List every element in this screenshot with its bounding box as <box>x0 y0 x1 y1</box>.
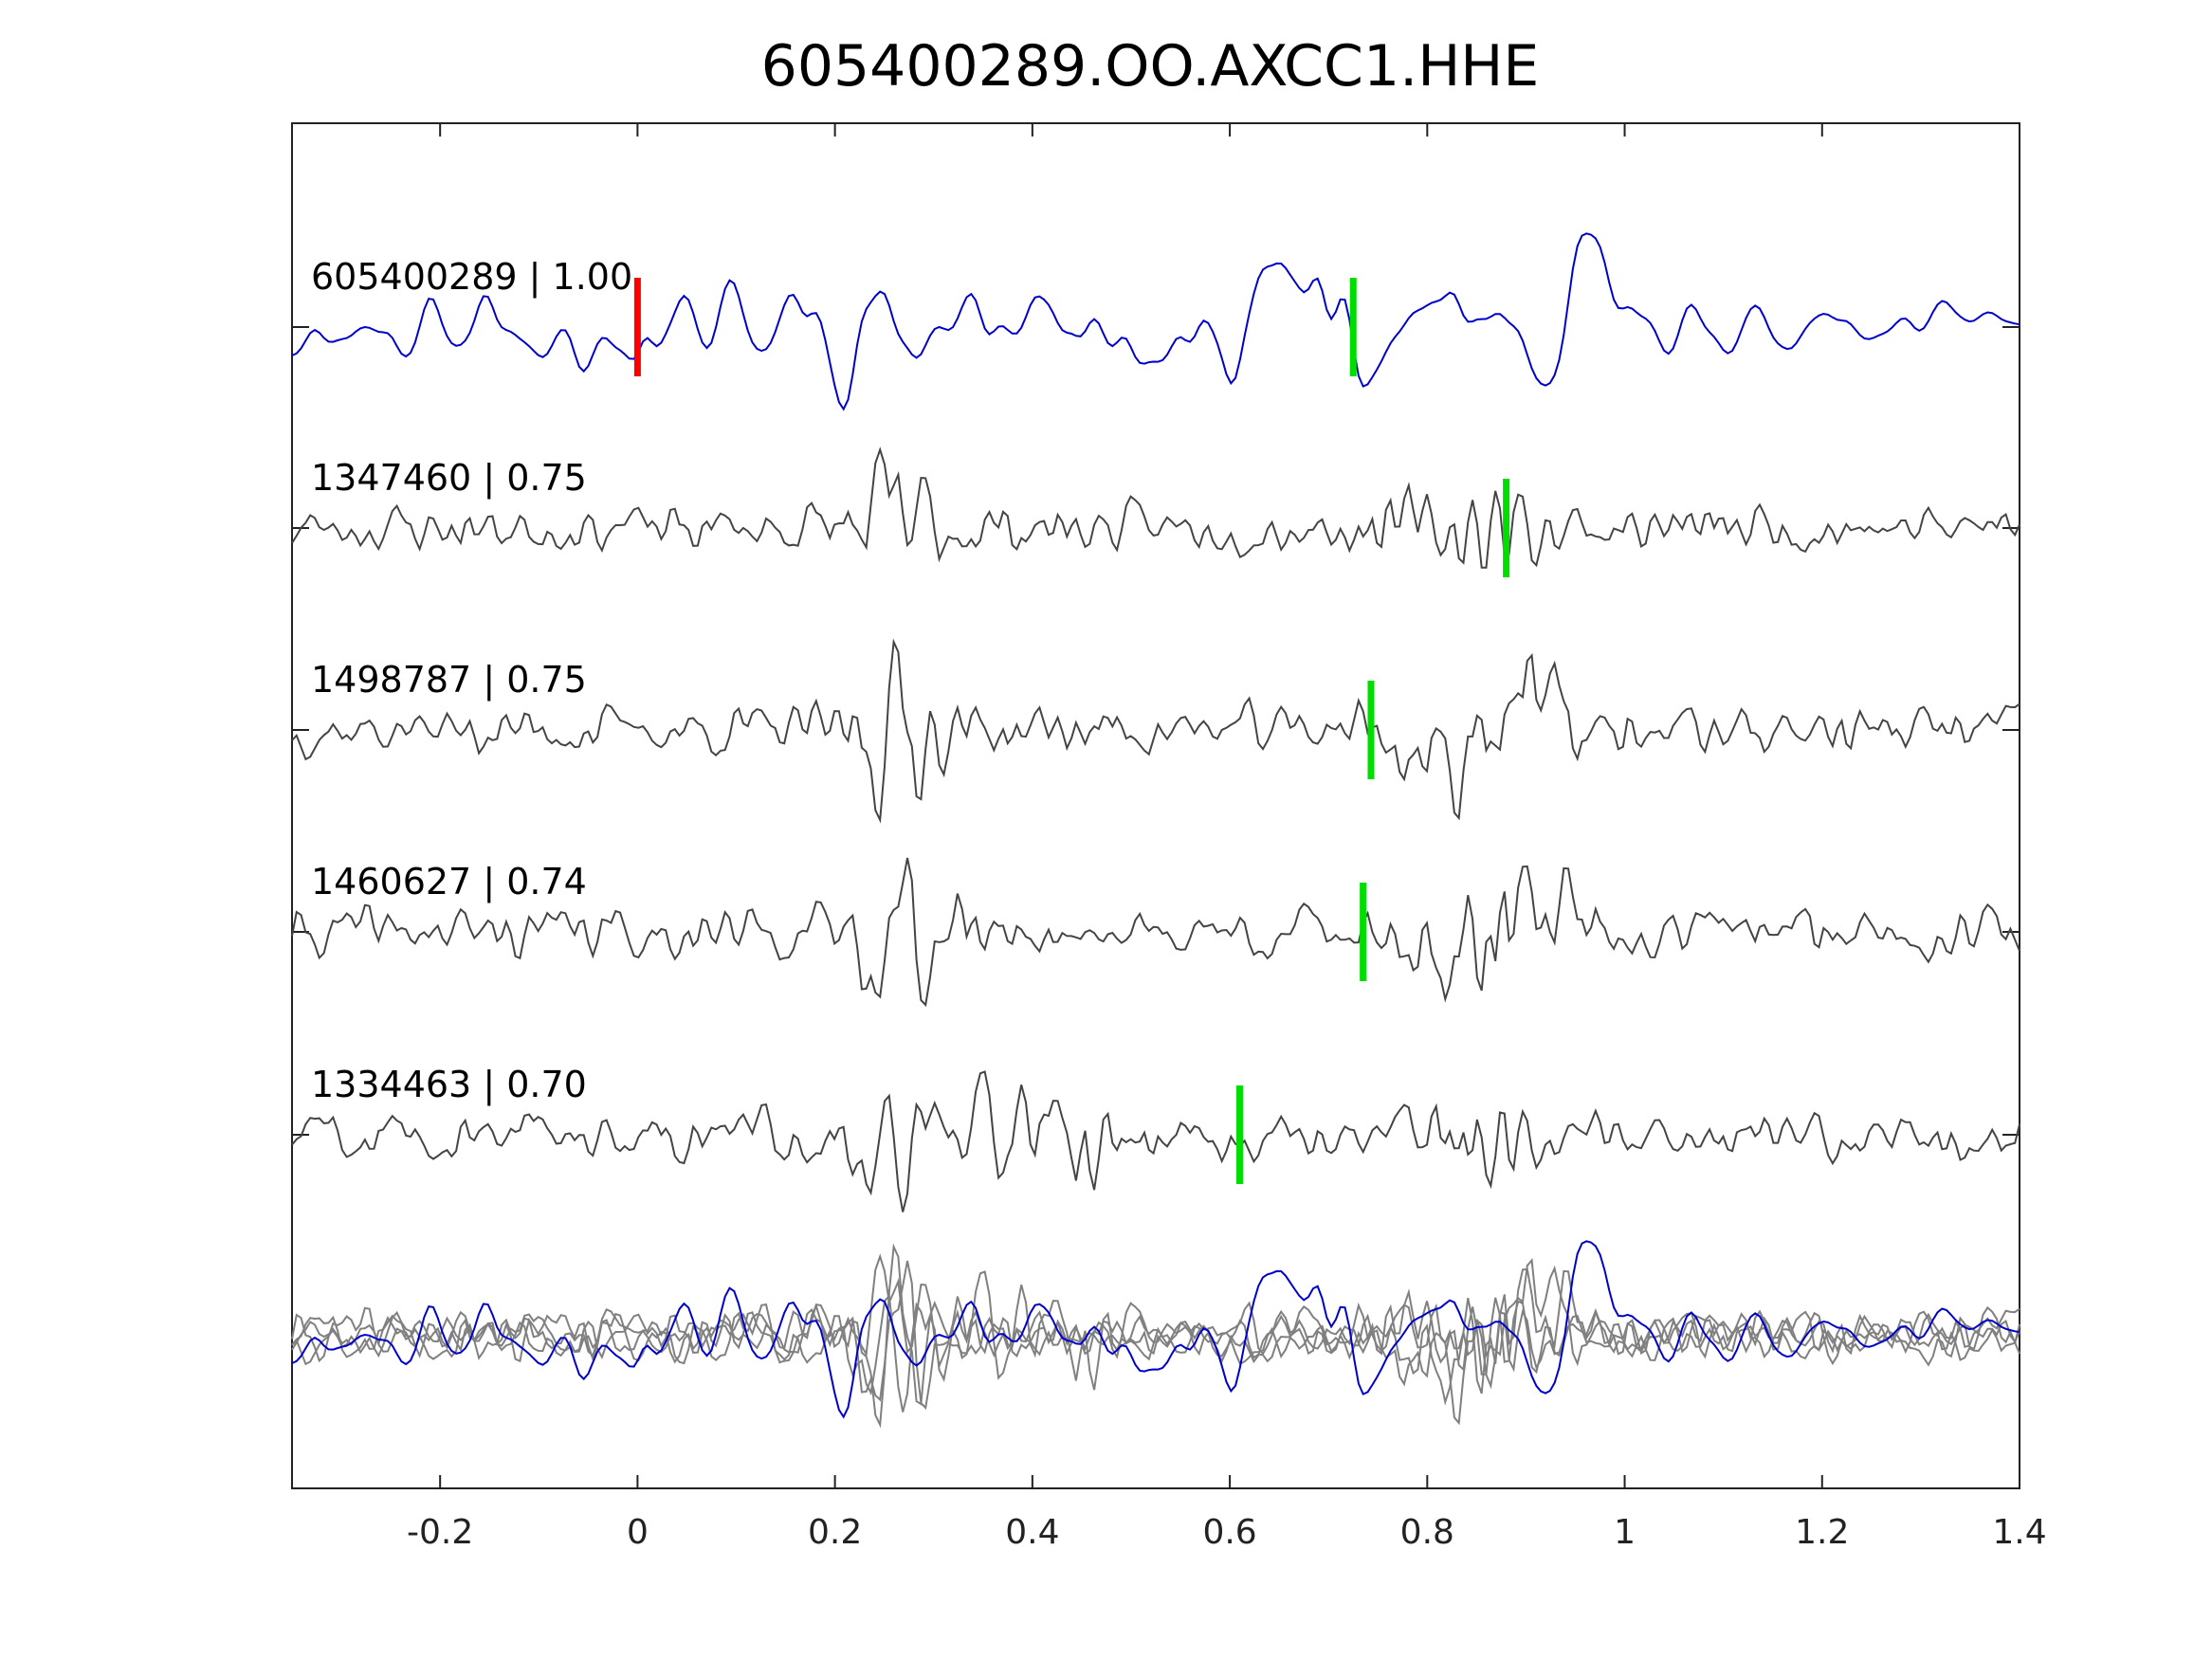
waveform-trace-2 <box>291 638 2020 824</box>
x-tick-label: 0.8 <box>1400 1513 1454 1552</box>
x-tick-label: 0.2 <box>808 1513 862 1552</box>
plot-frame <box>291 122 2020 1489</box>
x-tick-label: 1.2 <box>1795 1513 1849 1552</box>
trace-label: 1460627 | 0.74 <box>311 861 587 903</box>
waveform-trace-4 <box>291 1070 2020 1212</box>
overlay-template-trace <box>291 1240 2020 1419</box>
overlay-trace <box>291 1270 2020 1413</box>
overlay-trace <box>291 1243 2020 1429</box>
trace-label: 1334463 | 0.70 <box>311 1064 587 1106</box>
waveform-trace-0 <box>291 232 2020 411</box>
chart-title: 605400289.OO.AXCC1.HHE <box>761 33 1540 100</box>
x-tick-label: 0.6 <box>1202 1513 1256 1552</box>
trace-label: 1498787 | 0.75 <box>311 659 587 702</box>
x-tick-label: 1 <box>1614 1513 1636 1552</box>
x-tick-label: 0.4 <box>1005 1513 1059 1552</box>
waveform-trace-1 <box>291 447 2020 569</box>
trace-label: 605400289 | 1.00 <box>311 256 632 299</box>
x-tick-label: -0.2 <box>407 1513 473 1552</box>
trace-label: 1347460 | 0.75 <box>311 457 587 500</box>
waveform-trace-3 <box>291 857 2020 1008</box>
x-tick-label: 0 <box>627 1513 649 1552</box>
overlay-trace <box>291 1260 2020 1411</box>
plot-area: -0.2 0 0.2 0.4 0.6 0.8 1 1.2 1.4 605400289 | 1.00… <box>291 122 2047 1552</box>
x-tick-label: 1.4 <box>1992 1513 2046 1552</box>
